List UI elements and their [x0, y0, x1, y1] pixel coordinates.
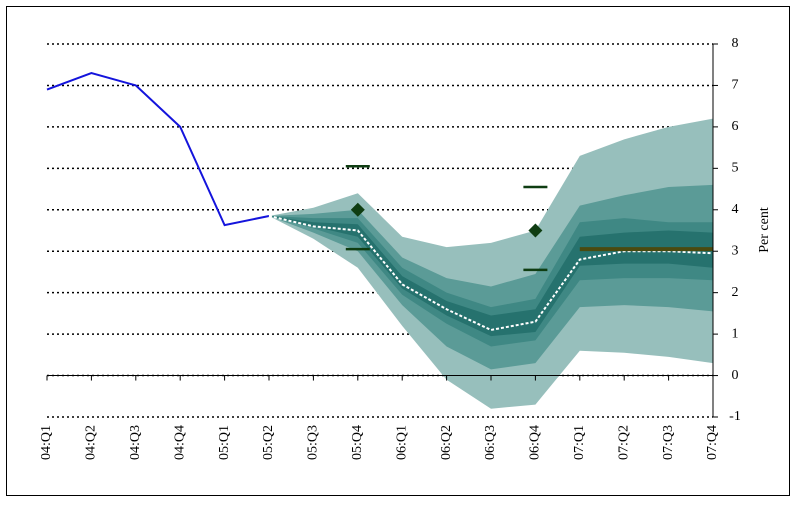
x-tick-label: 06:Q4	[528, 425, 543, 460]
y-tick-label: -1	[729, 409, 741, 424]
x-tick-label: 06:Q2	[439, 425, 454, 460]
x-tick-label: 04:Q3	[128, 425, 143, 460]
y-tick-label: 2	[732, 285, 739, 300]
x-tick-label: 07:Q2	[616, 425, 631, 460]
y-tick-label: 7	[732, 78, 739, 93]
x-tick-label: 04:Q2	[84, 425, 99, 460]
x-tick-label: 05:Q1	[217, 425, 232, 460]
x-tick-label: 07:Q3	[661, 425, 676, 460]
x-tick-label: 04:Q4	[172, 425, 187, 460]
x-tick-label: 04:Q1	[39, 425, 54, 460]
x-tick-label: 07:Q4	[705, 425, 720, 460]
x-tick-label: 05:Q3	[306, 425, 321, 460]
x-tick-label: 06:Q3	[483, 425, 498, 460]
point-marker	[528, 223, 543, 238]
y-tick-label: 5	[732, 161, 739, 176]
y-tick-label: 4	[732, 202, 739, 217]
fan-band	[269, 118, 713, 409]
x-tick-label: 05:Q2	[261, 425, 276, 460]
fan-band	[269, 215, 713, 337]
x-tick-label: 06:Q1	[394, 425, 409, 460]
x-tick-label: 07:Q1	[572, 425, 587, 460]
series-line	[46, 71, 270, 227]
point-marker	[350, 202, 365, 217]
y-tick-label: 1	[732, 326, 739, 341]
y-axis-label: Per cent	[757, 207, 772, 253]
frame	[6, 6, 790, 496]
y-tick-label: 6	[732, 119, 739, 134]
y-tick-label: 3	[732, 243, 739, 258]
y-tick-label: 8	[732, 36, 739, 51]
y-tick-label: 0	[732, 368, 739, 383]
series-line	[268, 215, 714, 332]
x-tick-label: 05:Q4	[350, 425, 365, 460]
